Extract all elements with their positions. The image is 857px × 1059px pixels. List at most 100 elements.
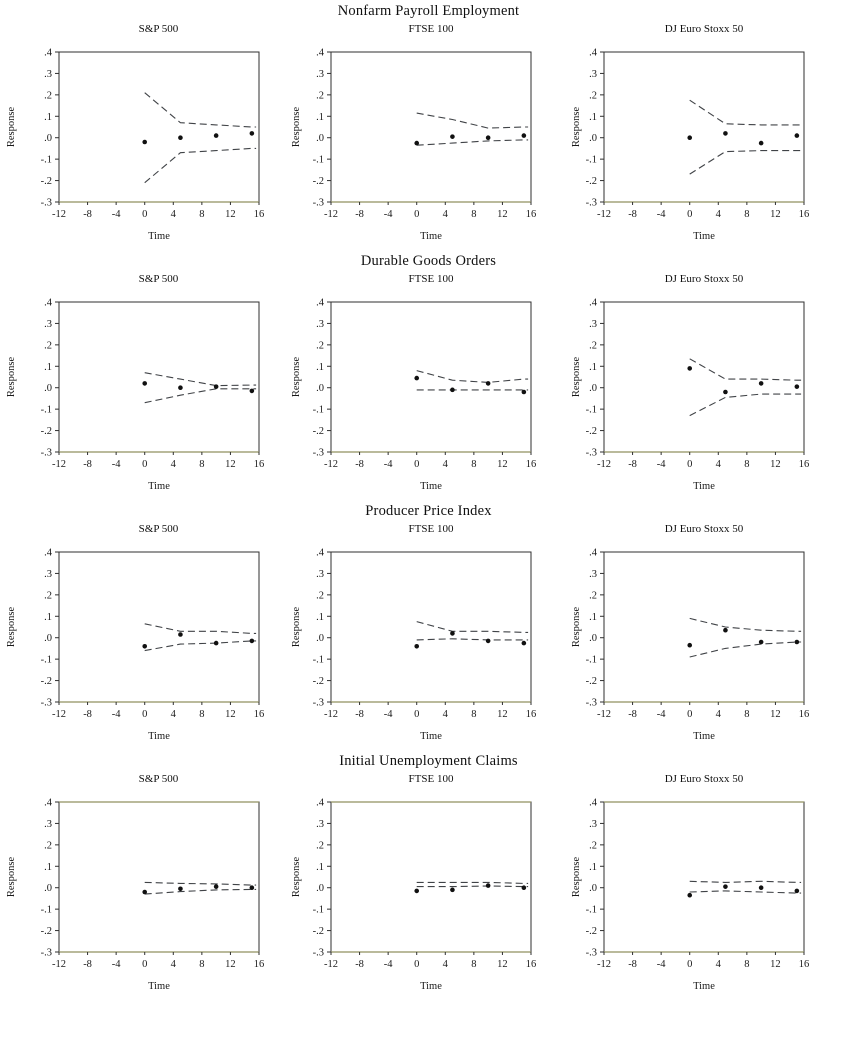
y-tick-label: .1 (316, 862, 324, 873)
x-tick-label: 16 (526, 459, 537, 470)
x-tick-label: -4 (657, 709, 666, 720)
lower-band (144, 147, 257, 184)
y-axis-label: Response (6, 857, 17, 898)
upper-band (144, 92, 257, 128)
y-tick-label: .2 (589, 590, 597, 601)
x-tick-label: 4 (443, 459, 449, 470)
y-tick-label: -.3 (586, 448, 597, 459)
y-tick-label: .4 (589, 298, 598, 309)
y-tick-label: .2 (316, 90, 324, 101)
x-tick-label: -12 (324, 459, 338, 470)
y-tick-label: .1 (589, 612, 597, 623)
x-tick-label: 16 (254, 709, 265, 720)
data-point (450, 631, 455, 636)
x-axis-label: Time (420, 481, 442, 492)
x-tick-label: -4 (657, 959, 666, 970)
y-tick-label: -.3 (41, 198, 52, 209)
x-tick-label: 0 (687, 959, 692, 970)
panel-title: S&P 500 (138, 773, 179, 785)
y-tick-label: -.3 (586, 948, 597, 959)
chart-panel: .4 .3 .2 .1 .0 -.1 -.2 -.3 -12 -8 -4 0 4 8 12 16 Time Res… (285, 250, 565, 500)
y-tick-label: .3 (44, 319, 52, 330)
data-point (521, 885, 527, 891)
upper-band (689, 617, 802, 632)
y-tick-label: .3 (589, 819, 597, 830)
figure-row-unemployment-claims: .4.3.2.1.0 -.1 -.2 -.3 -12 -8 -4 0 4 8 12 16 Time Res… (0, 750, 857, 1000)
y-tick-label: .3 (589, 569, 597, 580)
figure-row-nonfarm-payroll: .4.3.2.1.0 -.1 -.2 -.3 -12 -8 -4 0 4 8 12 16 Time Res… (0, 0, 857, 250)
y-tick-label: -.2 (586, 676, 597, 687)
x-tick-label: 0 (414, 959, 419, 970)
x-tick-label: -8 (355, 709, 364, 720)
chart-canvas: .4 .3 .2 .1 .0 -.1 -.2 -.3-12 -8 -4 0 4 8 12 16 Time Res… (291, 798, 536, 993)
x-tick-label: -4 (112, 209, 121, 220)
x-tick-label: 12 (497, 709, 508, 720)
panel-title: S&P 500 (138, 273, 179, 285)
data-point (485, 883, 491, 888)
lower-band (689, 641, 802, 658)
data-point (485, 381, 491, 386)
x-tick-label: 16 (799, 709, 810, 720)
data-point (794, 888, 800, 894)
x-tick-label: 8 (744, 709, 749, 720)
data-point (450, 887, 455, 893)
x-tick-label: 0 (687, 209, 692, 220)
y-tick-label: -.2 (313, 676, 324, 687)
data-point (414, 375, 420, 381)
lower-band (144, 888, 257, 895)
data-points (687, 884, 800, 898)
x-tick-label: 8 (744, 209, 749, 220)
y-tick-label: -.1 (41, 905, 52, 916)
data-point (723, 131, 728, 136)
y-axis-label: Response (571, 357, 582, 398)
data-point (213, 640, 219, 646)
data-point (687, 642, 693, 648)
x-tick-label: 12 (225, 959, 236, 970)
y-tick-label: -.2 (313, 426, 324, 437)
y-tick-label: .1 (44, 112, 52, 123)
x-tick-label: 8 (199, 459, 204, 470)
y-tick-label: .4 (316, 548, 325, 559)
x-tick-label: -4 (112, 959, 121, 970)
plot-frame (58, 801, 260, 953)
data-point (178, 385, 183, 391)
y-tick-label: -.2 (41, 926, 52, 937)
plot-frame (58, 51, 260, 203)
y-tick-label: .1 (589, 362, 597, 373)
x-axis: -12 -8 -4 0 4 8 12 16 (597, 202, 809, 220)
x-tick-label: 16 (254, 959, 265, 970)
x-tick-label: 4 (443, 209, 449, 220)
data-point (723, 389, 728, 395)
data-point (414, 140, 420, 146)
x-axis: -12 -8 -4 0 4 8 12 16 (324, 202, 536, 220)
x-tick-label: 4 (171, 209, 177, 220)
x-tick-label: -8 (355, 209, 364, 220)
y-tick-label: .3 (44, 69, 52, 80)
x-tick-label: -12 (52, 709, 66, 720)
x-tick-label: 16 (526, 709, 537, 720)
row-title: Durable Goods Orders (360, 253, 497, 269)
x-tick-label: -12 (597, 709, 611, 720)
data-point (178, 135, 183, 141)
data-points (142, 884, 255, 895)
y-tick-label: .2 (316, 590, 324, 601)
x-tick-label: 0 (414, 709, 419, 720)
x-tick-label: 16 (254, 209, 265, 220)
panel-title: DJ Euro Stoxx 50 (664, 23, 744, 35)
data-point (249, 638, 255, 644)
x-tick-label: 8 (199, 709, 204, 720)
lower-band (416, 638, 529, 641)
x-axis-label: Time (420, 981, 442, 992)
figure-row-durable-goods: .4.3.2.1.0 -.1 -.2 -.3 -12 -8 -4 0 4 8 12 16 Time Res… (0, 250, 857, 500)
x-tick-label: 4 (716, 459, 722, 470)
data-point (178, 886, 183, 892)
x-tick-label: -12 (52, 209, 66, 220)
y-tick-label: .1 (44, 362, 52, 373)
y-axis: .4 .3 .2 .1 .0 -.1 -.2 -.3 (313, 48, 331, 209)
data-points (414, 133, 527, 146)
y-axis: .4 .3 .2 .1 .0 -.1 -.2 -.3 (313, 298, 331, 459)
y-tick-label: -.1 (313, 655, 324, 666)
y-tick-label: .4 (316, 798, 325, 809)
x-axis-label: Time (148, 481, 170, 492)
y-axis-label: Response (291, 857, 302, 898)
